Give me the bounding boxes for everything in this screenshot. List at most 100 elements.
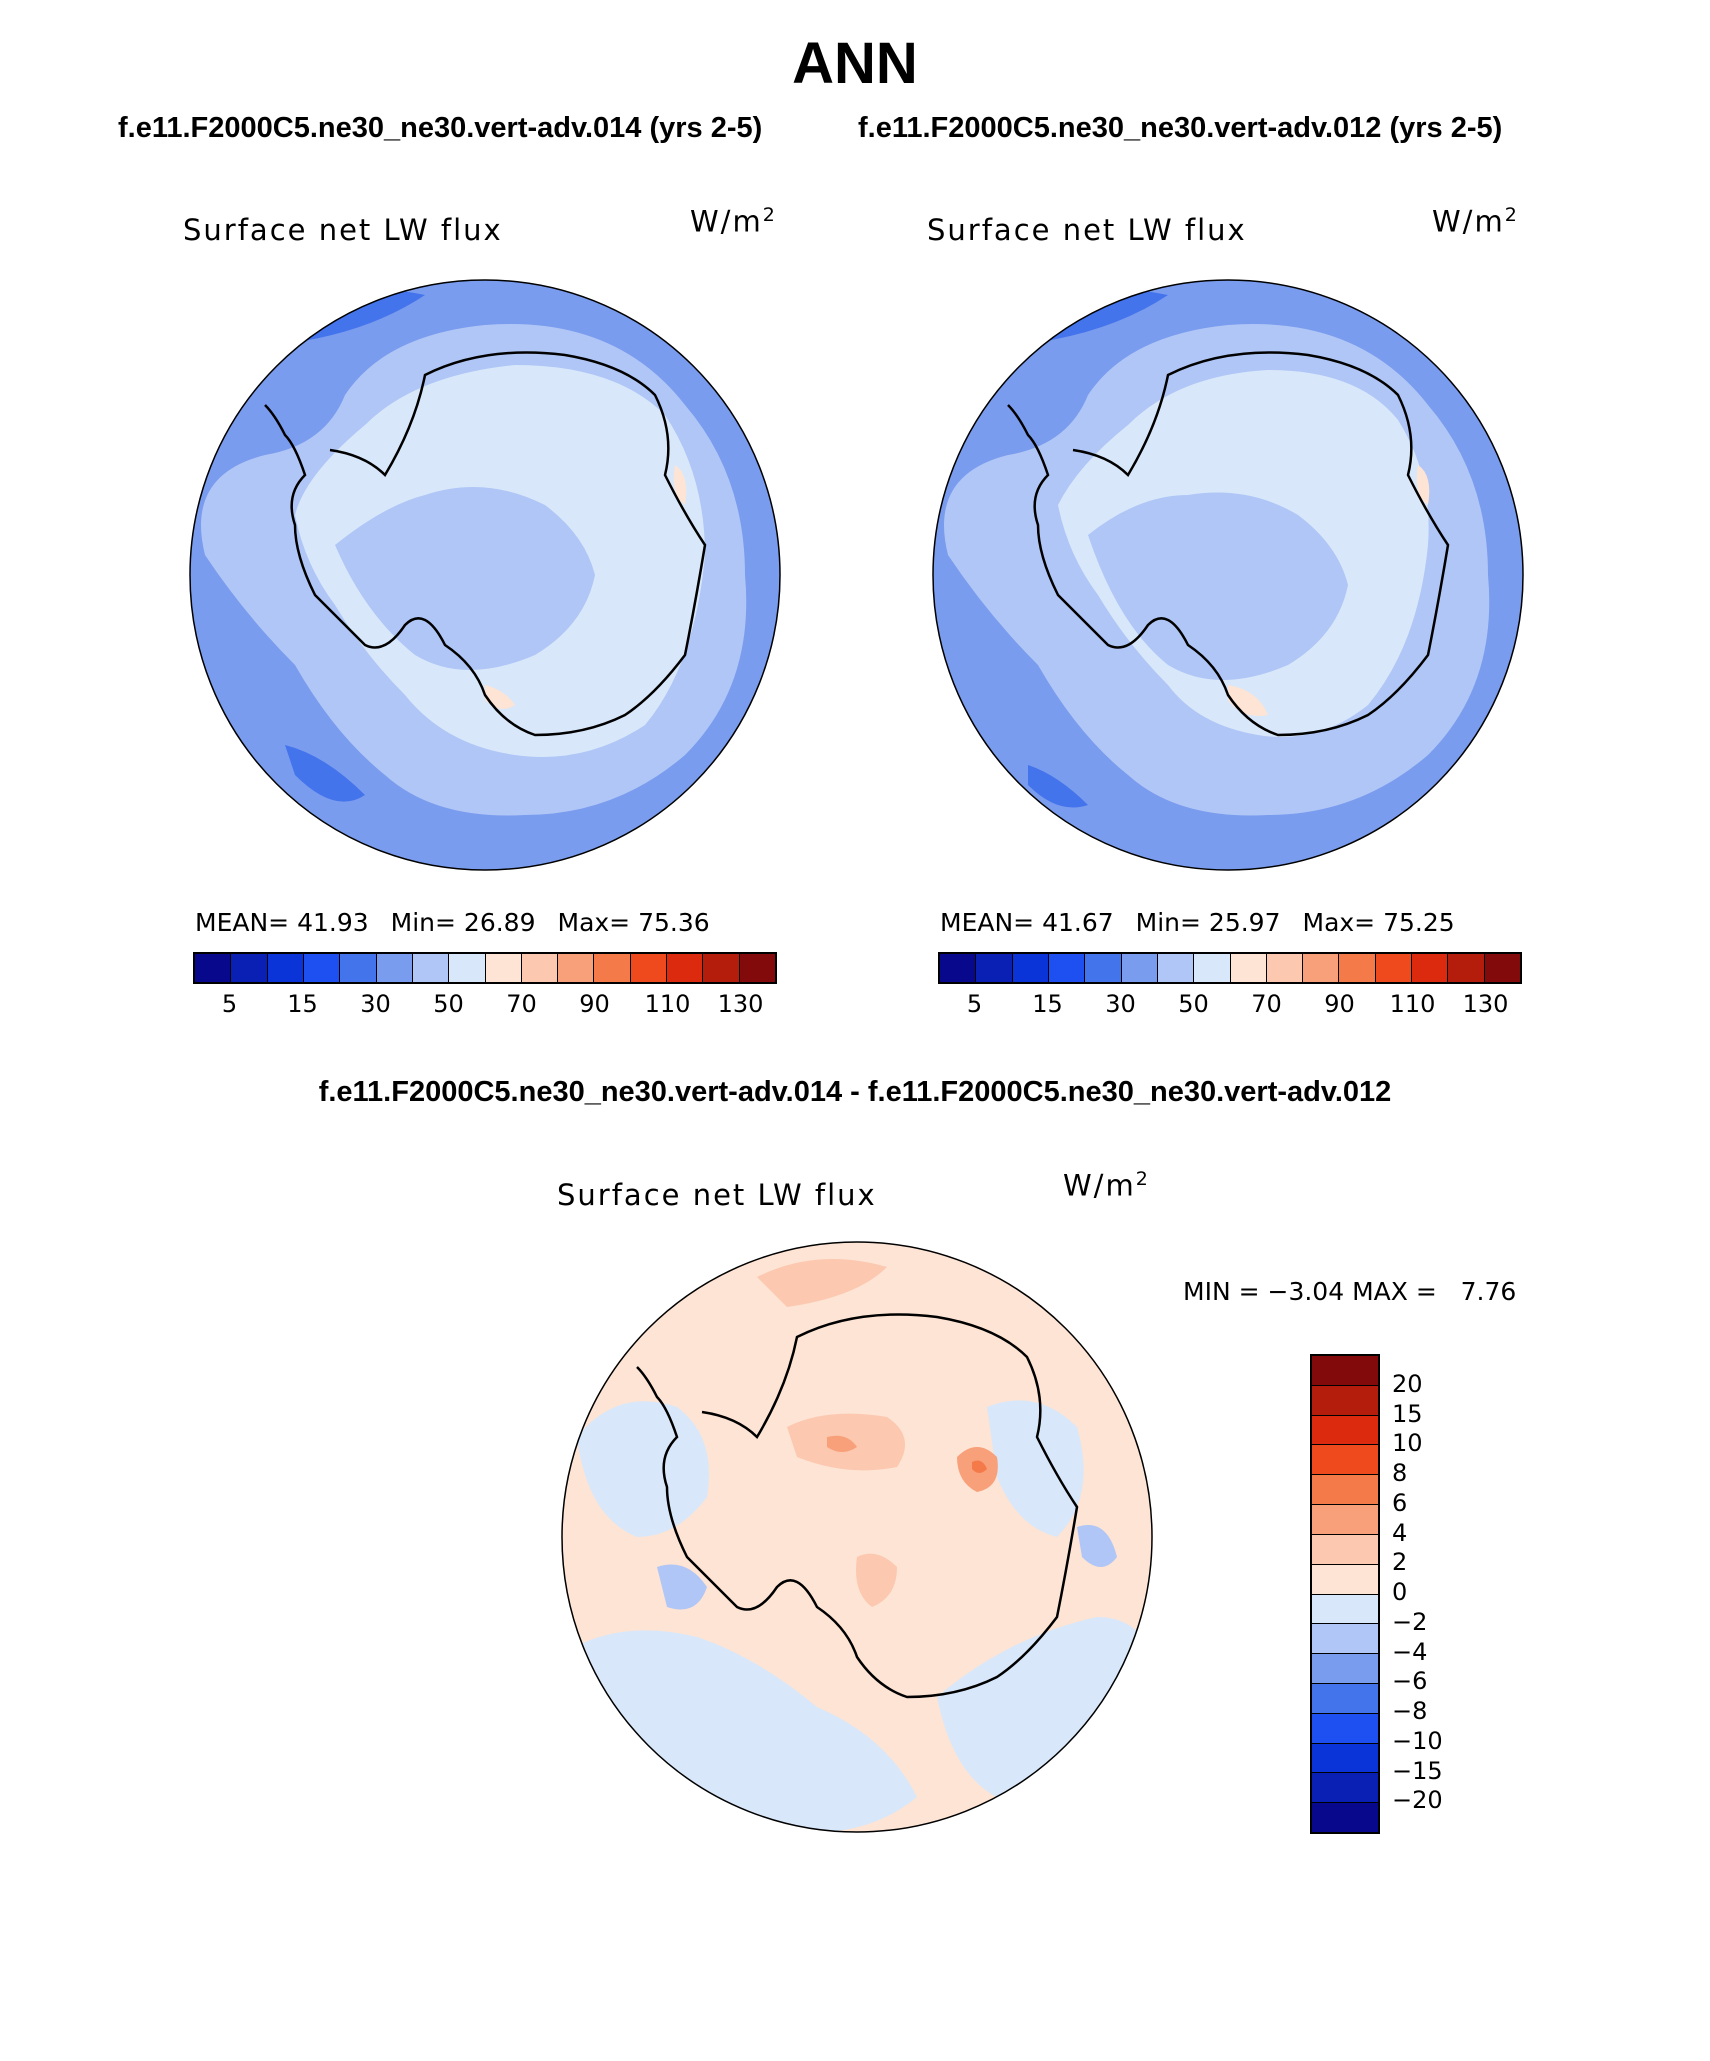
diff-colorbar-ticks: 20 15 10 8 6 4 2 0 −2 −4 −6 −8 −10 −15 −20: [1392, 1354, 1472, 1834]
colorbar-swatch: [1312, 1743, 1378, 1774]
colorbar-tick-label: 70: [1251, 990, 1282, 1018]
colorbar-tick-label: 90: [579, 990, 610, 1018]
case-title-left: f.e11.F2000C5.ne30_ne30.vert-adv.014 (yr…: [118, 112, 763, 144]
right-colorbar: [938, 952, 1522, 984]
colorbar-swatch: [940, 954, 977, 982]
colorbar-swatch: [340, 954, 377, 982]
colorbar-tick-label: 15: [287, 990, 318, 1018]
colorbar-swatch: [1303, 954, 1340, 982]
left-variable-label: Surface net LW flux: [183, 213, 503, 247]
left-polar-map: [189, 279, 781, 871]
colorbar-tick-label: 0: [1392, 1578, 1408, 1606]
colorbar-tick-label: 110: [1389, 990, 1436, 1018]
colorbar-tick-label: 5: [966, 990, 983, 1018]
colorbar-tick-label: −4: [1392, 1637, 1428, 1666]
colorbar-tick-label: −2: [1392, 1607, 1428, 1636]
colorbar-tick-label: 15: [1032, 990, 1063, 1018]
colorbar-tick-label: 90: [1324, 990, 1355, 1018]
right-units: W/m2: [1432, 204, 1519, 239]
colorbar-swatch: [412, 954, 450, 982]
colorbar-swatch: [303, 954, 341, 982]
colorbar-tick-label: 10: [1392, 1429, 1423, 1458]
colorbar-tick-label: 70: [506, 990, 537, 1018]
colorbar-swatch: [1312, 1356, 1378, 1386]
colorbar-swatch: [1048, 954, 1086, 982]
colorbar-tick-label: −10: [1392, 1726, 1443, 1755]
colorbar-swatch: [231, 954, 268, 982]
colorbar-tick-label: 110: [644, 990, 691, 1018]
colorbar-swatch: [1312, 1445, 1378, 1476]
colorbar-swatch: [1312, 1654, 1378, 1684]
colorbar-tick-label: 6: [1392, 1488, 1408, 1517]
colorbar-swatch: [594, 954, 631, 982]
colorbar-swatch: [449, 954, 486, 982]
colorbar-swatch: [1312, 1624, 1378, 1655]
colorbar-swatch: [485, 954, 522, 982]
colorbar-swatch: [1448, 954, 1485, 982]
colorbar-swatch: [1484, 954, 1520, 982]
right-stats: MEAN= 41.67 Min= 25.97 Max= 75.25: [940, 908, 1455, 937]
colorbar-swatch: [1312, 1683, 1378, 1714]
colorbar-tick-label: 30: [1105, 990, 1136, 1018]
left-colorbar-ticks: 5 15 30 50 70 90 110 130: [193, 990, 777, 1020]
colorbar-swatch: [1312, 1773, 1378, 1804]
colorbar-tick-label: 50: [1178, 990, 1209, 1018]
colorbar-tick-label: −6: [1392, 1667, 1428, 1696]
diff-variable-label: Surface net LW flux: [557, 1178, 877, 1212]
colorbar-swatch: [976, 954, 1013, 982]
colorbar-swatch: [667, 954, 704, 982]
colorbar-tick-label: −8: [1392, 1697, 1428, 1725]
colorbar-swatch: [558, 954, 595, 982]
right-polar-map: [932, 279, 1524, 871]
colorbar-swatch: [521, 954, 559, 982]
right-variable-label: Surface net LW flux: [927, 213, 1247, 247]
colorbar-tick-label: 5: [221, 990, 238, 1018]
colorbar-swatch: [376, 954, 413, 982]
colorbar-swatch: [195, 954, 232, 982]
diff-colorbar: [1310, 1354, 1380, 1834]
left-colorbar: [193, 952, 777, 984]
diff-polar-map: [561, 1241, 1153, 1833]
colorbar-swatch: [1312, 1385, 1378, 1416]
colorbar-tick-label: 2: [1392, 1548, 1408, 1577]
colorbar-tick-label: −15: [1392, 1756, 1443, 1785]
colorbar-swatch: [1230, 954, 1267, 982]
colorbar-swatch: [1194, 954, 1231, 982]
diff-units: W/m2: [1063, 1168, 1150, 1203]
colorbar-tick-label: 30: [360, 990, 391, 1018]
left-stats: MEAN= 41.93 Min= 26.89 Max= 75.36: [195, 908, 710, 937]
colorbar-tick-label: 50: [433, 990, 464, 1018]
colorbar-swatch: [1121, 954, 1158, 982]
colorbar-swatch: [1266, 954, 1304, 982]
colorbar-swatch: [1312, 1803, 1378, 1832]
colorbar-swatch: [739, 954, 775, 982]
colorbar-tick-label: 130: [1462, 990, 1509, 1018]
colorbar-swatch: [1012, 954, 1049, 982]
colorbar-swatch: [1312, 1594, 1378, 1625]
colorbar-swatch: [703, 954, 740, 982]
colorbar-swatch: [1312, 1475, 1378, 1506]
case-title-right: f.e11.F2000C5.ne30_ne30.vert-adv.012 (yr…: [858, 112, 1503, 144]
colorbar-tick-label: 8: [1392, 1459, 1408, 1487]
colorbar-tick-label: 130: [717, 990, 764, 1018]
colorbar-tick-label: 20: [1392, 1369, 1423, 1398]
diff-title: f.e11.F2000C5.ne30_ne30.vert-adv.014 - f…: [318, 1076, 1392, 1108]
colorbar-tick-label: −20: [1392, 1786, 1443, 1815]
left-units: W/m2: [690, 204, 777, 239]
colorbar-swatch: [1085, 954, 1122, 982]
colorbar-swatch: [1412, 954, 1449, 982]
colorbar-swatch: [1312, 1534, 1378, 1565]
colorbar-swatch: [1339, 954, 1376, 982]
colorbar-swatch: [1312, 1415, 1378, 1446]
colorbar-tick-label: 15: [1392, 1399, 1423, 1428]
colorbar-swatch: [1312, 1505, 1378, 1535]
colorbar-tick-label: 4: [1392, 1518, 1408, 1547]
right-colorbar-ticks: 5 15 30 50 70 90 110 130: [938, 990, 1522, 1020]
colorbar-swatch: [630, 954, 668, 982]
colorbar-swatch: [1312, 1564, 1378, 1595]
colorbar-swatch: [1375, 954, 1413, 982]
diff-min-max: MIN = −3.04 MAX = 7.76: [1183, 1277, 1517, 1306]
colorbar-swatch: [1157, 954, 1195, 982]
colorbar-swatch: [1312, 1713, 1378, 1744]
colorbar-swatch: [267, 954, 304, 982]
